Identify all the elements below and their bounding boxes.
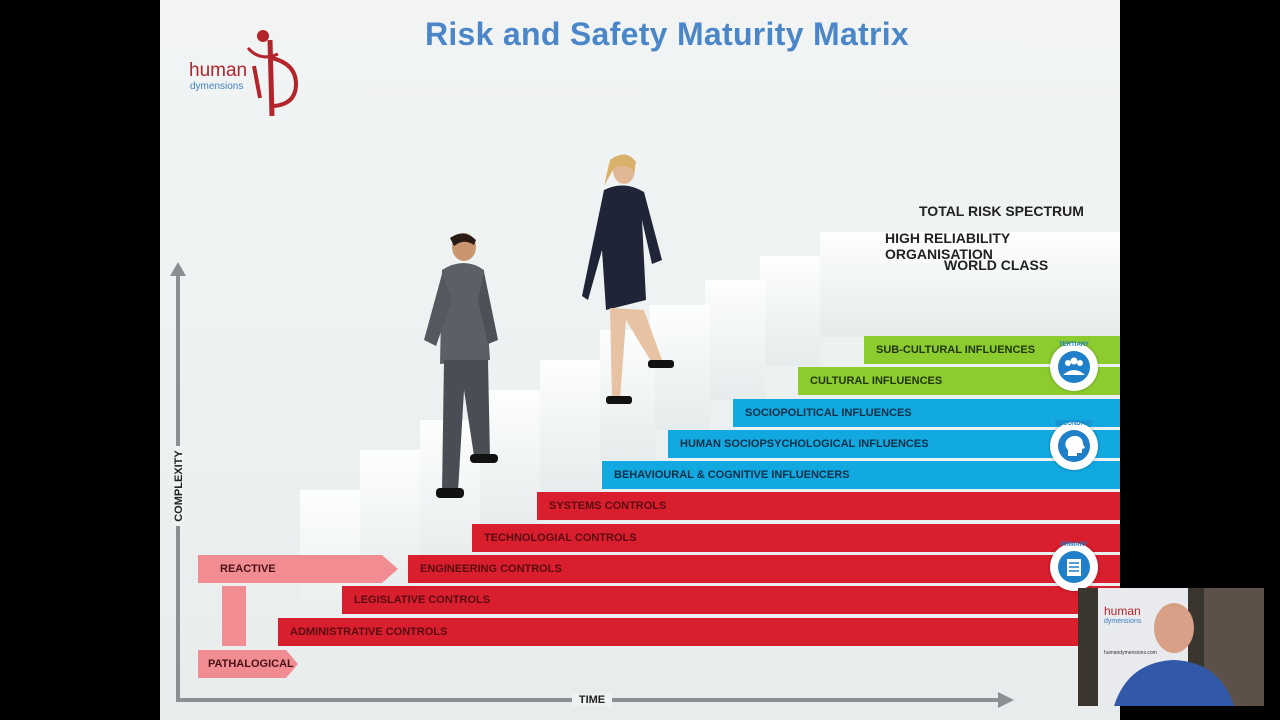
slide-title: Risk and Safety Maturity Matrix xyxy=(424,16,910,52)
tertiary-badge: TERTIARY xyxy=(1050,342,1098,391)
climbing-woman-figure xyxy=(582,154,674,404)
company-logo: human dymensions xyxy=(188,28,308,120)
people-group-icon xyxy=(1058,351,1090,383)
bar-engineering-controls: ENGINEERING CONTROLS xyxy=(408,555,1120,583)
webcam-banner-word1: human xyxy=(1104,604,1141,618)
stage-pathological: PATHALOGICAL xyxy=(198,650,298,678)
bar-administrative-controls: ADMINISTRATIVE CONTROLS xyxy=(278,618,1120,646)
tertiary-badge-label: TERTIARY xyxy=(1059,342,1089,348)
bar-systems-controls: SYSTEMS CONTROLS xyxy=(537,492,1120,520)
bar-sociopolitical-influences: SOCIOPOLITICAL INFLUENCES xyxy=(733,399,1120,427)
maturity-level-total-risk-spectrum: TOTAL RISK SPECTRUM xyxy=(919,203,1084,219)
presenter-webcam: human dymensions humandymensions.com xyxy=(1078,588,1264,706)
maturity-level-high-reliability: HIGH RELIABILITY ORGANISATION xyxy=(885,230,1010,262)
clipboard-checklist-icon xyxy=(1058,551,1090,583)
stair-step xyxy=(760,256,820,366)
stair-step xyxy=(705,280,765,400)
primary-badge-label: PRIMARY xyxy=(1060,542,1088,548)
bar-behavioural-cognitive-influencers: BEHAVIOURAL & COGNITIVE INFLUENCERS xyxy=(602,461,1120,489)
presentation-slide: Risk and Safety Maturity Matrix human dy… xyxy=(160,0,1120,720)
stage-reactive: REACTIVE xyxy=(198,555,398,583)
head-brain-icon xyxy=(1058,430,1090,462)
webcam-banner-url: humandymensions.com xyxy=(1104,650,1157,656)
stage-pathological-label: PATHALOGICAL xyxy=(208,658,294,670)
webcam-banner-word2: dymensions xyxy=(1104,618,1142,625)
logo-word-dymensions: dymensions xyxy=(190,81,244,92)
secondary-badge-label: SECONDARY xyxy=(1054,421,1094,427)
presenter-figure xyxy=(1114,603,1234,706)
x-axis-label: TIME xyxy=(572,694,612,706)
bar-human-sociopsychological-influences: HUMAN SOCIOPSYCHOLOGICAL INFLUENCES xyxy=(668,430,1120,458)
primary-badge: PRIMARY xyxy=(1050,542,1098,591)
bar-technological-controls: TECHNOLOGIAL CONTROLS xyxy=(472,524,1120,552)
logo-word-human: human xyxy=(189,60,248,81)
stage-reactive-label: REACTIVE xyxy=(220,563,276,575)
stair-step xyxy=(540,360,600,495)
maturity-level-world-class: WORLD CLASS xyxy=(944,257,1049,273)
bar-legislative-controls: LEGISLATIVE CONTROLS xyxy=(342,586,1120,614)
climbing-man-figure xyxy=(424,233,498,498)
y-axis-label: COMPLEXITY xyxy=(173,446,185,526)
stage-connector xyxy=(222,586,246,646)
hd-logo-icon xyxy=(246,30,299,117)
secondary-badge: SECONDARY xyxy=(1050,421,1098,470)
stair-step xyxy=(820,232,1120,337)
